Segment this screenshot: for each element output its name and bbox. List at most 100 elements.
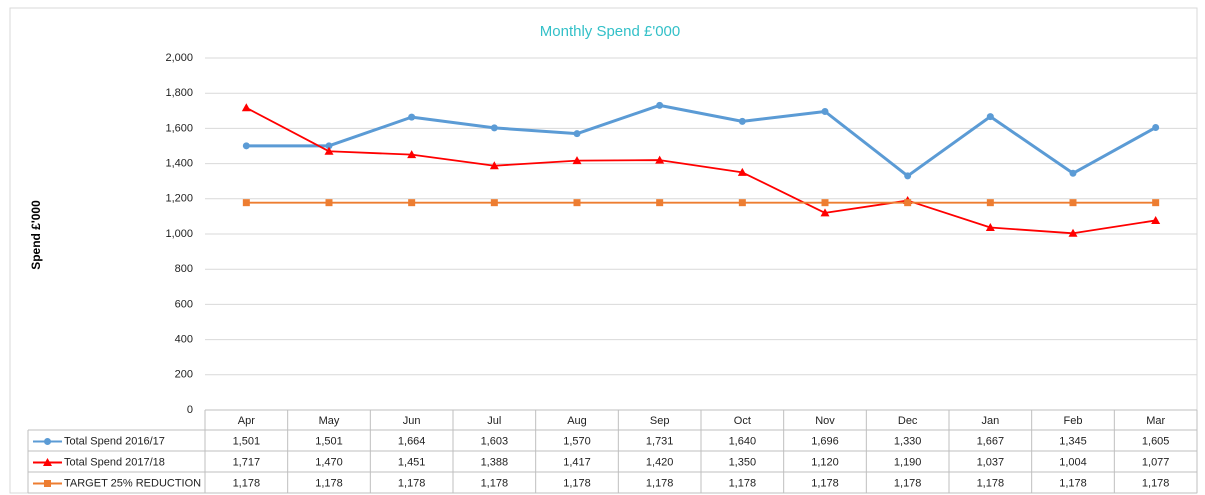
legend-marker (43, 458, 52, 466)
data-point (408, 199, 416, 207)
y-tick-label: 1,800 (165, 87, 193, 99)
table-value: 1,345 (1059, 435, 1087, 447)
table-value: 1,120 (811, 456, 839, 468)
data-point (1069, 169, 1077, 177)
table-value: 1,178 (233, 477, 261, 489)
data-point (655, 155, 665, 164)
data-point (489, 161, 499, 170)
table-value: 1,420 (646, 456, 674, 468)
y-tick-label: 1,200 (165, 193, 193, 205)
table-value: 1,664 (398, 435, 426, 447)
legend-marker (44, 438, 51, 445)
table-value: 1,570 (563, 435, 591, 447)
table-value: 1,178 (481, 477, 509, 489)
data-point (1151, 215, 1161, 224)
legend-label: TARGET 25% REDUCTION (64, 477, 201, 489)
data-point (490, 199, 498, 207)
table-value: 1,605 (1142, 435, 1170, 447)
table-value: 1,178 (1059, 477, 1087, 489)
x-tick-label: Sep (650, 415, 670, 427)
table-value: 1,696 (811, 435, 839, 447)
data-point (986, 113, 994, 121)
table-value: 1,667 (977, 435, 1005, 447)
data-point (407, 150, 417, 159)
chart-title: Monthly Spend £'000 (540, 23, 680, 40)
x-tick-label: Aug (567, 415, 587, 427)
x-tick-label: Dec (898, 415, 918, 427)
table-value: 1,178 (977, 477, 1005, 489)
data-point (408, 113, 416, 121)
table-value: 1,603 (481, 435, 509, 447)
table-value: 1,717 (233, 456, 261, 468)
data-point (1152, 124, 1160, 132)
data-point (904, 172, 912, 180)
data-point (490, 124, 498, 132)
data-point (324, 146, 334, 155)
data-point (986, 199, 994, 207)
y-tick-label: 0 (187, 404, 193, 416)
series-line (245, 107, 1156, 235)
table-value: 1,037 (977, 456, 1005, 468)
data-point (1152, 199, 1160, 207)
data-point (241, 103, 251, 112)
data-point (573, 199, 581, 207)
table-value: 1,178 (563, 477, 591, 489)
x-tick-label: Mar (1146, 415, 1165, 427)
data-point (573, 130, 581, 138)
table-value: 1,350 (729, 456, 757, 468)
y-tick-label: 2,000 (165, 52, 193, 64)
x-tick-label: Nov (815, 415, 835, 427)
table-value: 1,388 (481, 456, 509, 468)
table-value: 1,501 (233, 435, 261, 447)
data-point (1069, 199, 1077, 207)
data-point (738, 199, 746, 207)
x-tick-label: May (319, 415, 340, 427)
series-line (246, 103, 1157, 178)
data-point (820, 208, 830, 217)
data-point (821, 199, 829, 207)
table-value: 1,178 (894, 477, 922, 489)
data-point (242, 199, 250, 207)
data-point (738, 117, 746, 125)
data-point (821, 108, 829, 116)
data-point (737, 167, 747, 176)
y-tick-label: 1,600 (165, 122, 193, 134)
x-tick-label: Oct (734, 415, 751, 427)
table-value: 1,178 (646, 477, 674, 489)
chart-border (9, 7, 1198, 494)
x-tick-label: Jul (487, 415, 501, 427)
table-value: 1,077 (1142, 456, 1170, 468)
table-value: 1,004 (1059, 456, 1087, 468)
data-point (572, 156, 582, 165)
data-point (904, 199, 912, 207)
table-value: 1,640 (729, 435, 757, 447)
table-value: 1,190 (894, 456, 922, 468)
y-tick-label: 800 (175, 263, 193, 275)
data-point (1068, 228, 1078, 237)
table-value: 1,178 (811, 477, 839, 489)
y-tick-label: 400 (175, 334, 193, 346)
data-point (325, 199, 333, 207)
table-value: 1,501 (315, 435, 343, 447)
x-tick-label: Feb (1064, 415, 1083, 427)
data-point (242, 142, 250, 150)
table-value: 1,178 (398, 477, 426, 489)
legend-label: Total Spend 2017/18 (64, 456, 165, 468)
y-tick-label: 1,000 (165, 228, 193, 240)
x-tick-label: Apr (238, 415, 255, 427)
data-point (985, 222, 995, 231)
x-tick-label: Jun (403, 415, 421, 427)
table-value: 1,731 (646, 435, 674, 447)
y-tick-label: 600 (175, 298, 193, 310)
y-tick-label: 1,400 (165, 158, 193, 170)
x-tick-label: Jan (981, 415, 999, 427)
data-point (656, 199, 664, 207)
data-point (656, 101, 664, 109)
y-axis-title: Spend £'000 (29, 200, 43, 270)
table-value: 1,417 (563, 456, 591, 468)
legend-label: Total Spend 2016/17 (64, 435, 165, 447)
table-value: 1,470 (315, 456, 343, 468)
table-value: 1,178 (315, 477, 343, 489)
table-value: 1,178 (1142, 477, 1170, 489)
